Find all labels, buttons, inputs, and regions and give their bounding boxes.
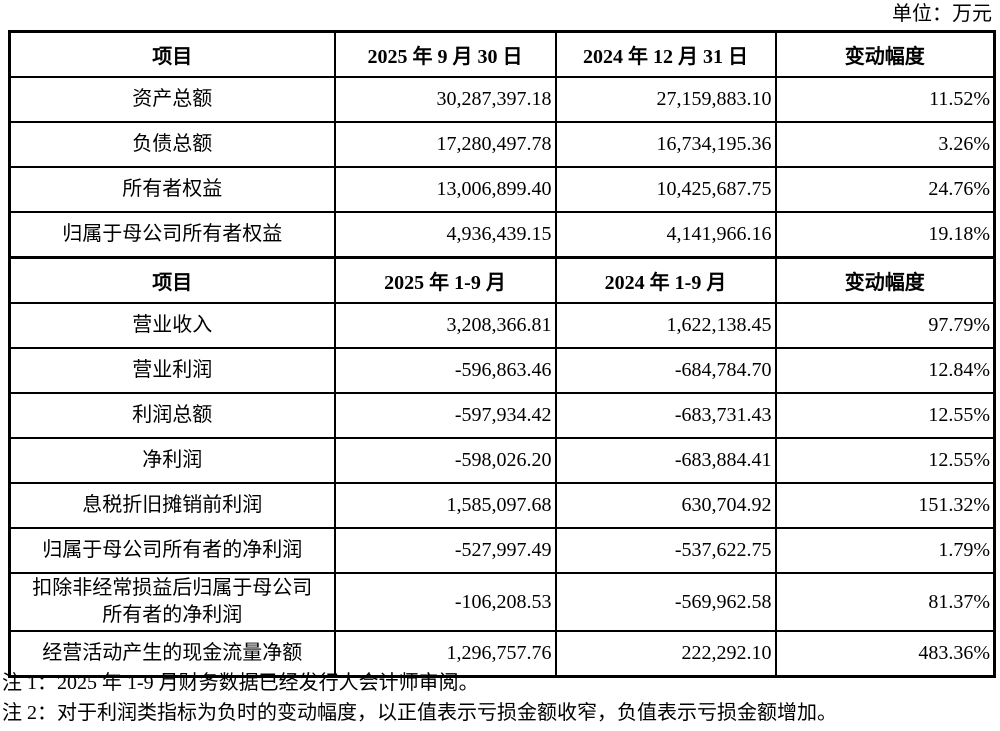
amount-value: 630,704.92 xyxy=(554,482,777,529)
amount-value: 4,141,966.16 xyxy=(554,211,777,259)
change-percent-value: 1.79% xyxy=(774,527,996,574)
amount-value: -683,884.41 xyxy=(554,437,777,484)
change-percent-value: 19.18% xyxy=(774,211,996,259)
table-row: 资产总额 30,287,397.18 27,159,883.10 11.52% xyxy=(8,76,996,123)
change-percent-value: 12.55% xyxy=(774,437,996,484)
amount-value: 4,936,439.15 xyxy=(333,211,557,259)
footnotes: 注 1：2025 年 1-9 月财务数据已经发行人会计师审阅。 注 2：对于利润… xyxy=(2,668,998,728)
table-row: 利润总额 -597,934.42 -683,731.43 12.55% xyxy=(8,392,996,439)
amount-value: -598,026.20 xyxy=(333,437,557,484)
change-percent-value: 12.55% xyxy=(774,392,996,439)
table-row: 负债总额 17,280,497.78 16,734,195.36 3.26% xyxy=(8,121,996,168)
row-label: 资产总额 xyxy=(8,76,336,123)
amount-value: -597,934.42 xyxy=(333,392,557,439)
row-label: 营业收入 xyxy=(8,302,336,349)
row-label: 扣除非经常损益后归属于母公司 所有者的净利润 xyxy=(8,572,336,632)
amount-value: 1,296,757.76 xyxy=(333,630,557,678)
amount-value: 16,734,195.36 xyxy=(554,121,777,168)
row-label: 归属于母公司所有者权益 xyxy=(8,211,336,259)
table-row: 扣除非经常损益后归属于母公司 所有者的净利润 -106,208.53 -569,96… xyxy=(8,572,996,632)
header-cell: 项目 xyxy=(8,30,336,78)
header-cell: 2024 年 12 月 31 日 xyxy=(554,30,777,78)
table-row: 营业收入 3,208,366.81 1,622,138.45 97.79% xyxy=(8,302,996,349)
change-percent-value: 97.79% xyxy=(774,302,996,349)
unit-label: 单位：万元 xyxy=(892,3,992,25)
row-label: 归属于母公司所有者的净利润 xyxy=(8,527,336,574)
amount-value: 1,622,138.45 xyxy=(554,302,777,349)
change-percent-value: 483.36% xyxy=(774,630,996,678)
table-header-row: 项目 2025 年 9 月 30 日 2024 年 12 月 31 日变动幅度 xyxy=(8,30,996,78)
amount-value: 13,006,899.40 xyxy=(333,166,557,213)
change-percent-value: 24.76% xyxy=(774,166,996,213)
amount-value: 10,425,687.75 xyxy=(554,166,777,213)
amount-value: 17,280,497.78 xyxy=(333,121,557,168)
table-row: 经营活动产生的现金流量净额 1,296,757.76 222,292.10 483.3… xyxy=(8,630,996,678)
change-percent-value: 81.37% xyxy=(774,572,996,632)
footnote-2: 注 2：对于利润类指标为负时的变动幅度，以正值表示亏损金额收窄，负值表示亏损金额… xyxy=(2,702,837,724)
table-row: 净利润 -598,026.20 -683,884.41 12.55% xyxy=(8,437,996,484)
header-cell: 2025 年 1-9 月 xyxy=(333,256,557,304)
amount-value: -683,731.43 xyxy=(554,392,777,439)
row-label: 所有者权益 xyxy=(8,166,336,213)
footnote-1: 注 1：2025 年 1-9 月财务数据已经发行人会计师审阅。 xyxy=(2,672,479,694)
amount-value: 30,287,397.18 xyxy=(333,76,557,123)
row-label: 息税折旧摊销前利润 xyxy=(8,482,336,529)
header-cell: 2024 年 1-9 月 xyxy=(554,256,777,304)
row-label: 负债总额 xyxy=(8,121,336,168)
row-label: 净利润 xyxy=(8,437,336,484)
table-row: 营业利润 -596,863.46 -684,784.70 12.84% xyxy=(8,347,996,394)
header-cell: 变动幅度 xyxy=(774,30,996,78)
table-row: 归属于母公司所有者权益 4,936,439.15 4,141,966.16 19.18… xyxy=(8,211,996,259)
amount-value: 3,208,366.81 xyxy=(333,302,557,349)
header-cell: 项目 xyxy=(8,256,336,304)
change-percent-value: 12.84% xyxy=(774,347,996,394)
amount-value: -527,997.49 xyxy=(333,527,557,574)
table-row: 归属于母公司所有者的净利润 -527,997.49 -537,622.75 1.79% xyxy=(8,527,996,574)
amount-value: 1,585,097.68 xyxy=(333,482,557,529)
amount-value: -596,863.46 xyxy=(333,347,557,394)
change-percent-value: 11.52% xyxy=(774,76,996,123)
row-label: 经营活动产生的现金流量净额 xyxy=(8,630,336,678)
header-cell: 2025 年 9 月 30 日 xyxy=(333,30,557,78)
header-cell: 变动幅度 xyxy=(774,256,996,304)
amount-value: -569,962.58 xyxy=(554,572,777,632)
table-row: 所有者权益 13,006,899.40 10,425,687.75 24.76% xyxy=(8,166,996,213)
row-label: 营业利润 xyxy=(8,347,336,394)
amount-value: -684,784.70 xyxy=(554,347,777,394)
change-percent-value: 3.26% xyxy=(774,121,996,168)
amount-value: -537,622.75 xyxy=(554,527,777,574)
amount-value: -106,208.53 xyxy=(333,572,557,632)
financial-summary-table: 项目 2025 年 9 月 30 日 2024 年 12 月 31 日变动幅度 资产总… xyxy=(8,30,996,678)
row-label: 利润总额 xyxy=(8,392,336,439)
amount-value: 27,159,883.10 xyxy=(554,76,777,123)
amount-value: 222,292.10 xyxy=(554,630,777,678)
table-header-row: 项目 2025 年 1-9 月 2024 年 1-9 月变动幅度 xyxy=(8,256,996,304)
table-row: 息税折旧摊销前利润 1,585,097.68 630,704.92 151.32% xyxy=(8,482,996,529)
change-percent-value: 151.32% xyxy=(774,482,996,529)
